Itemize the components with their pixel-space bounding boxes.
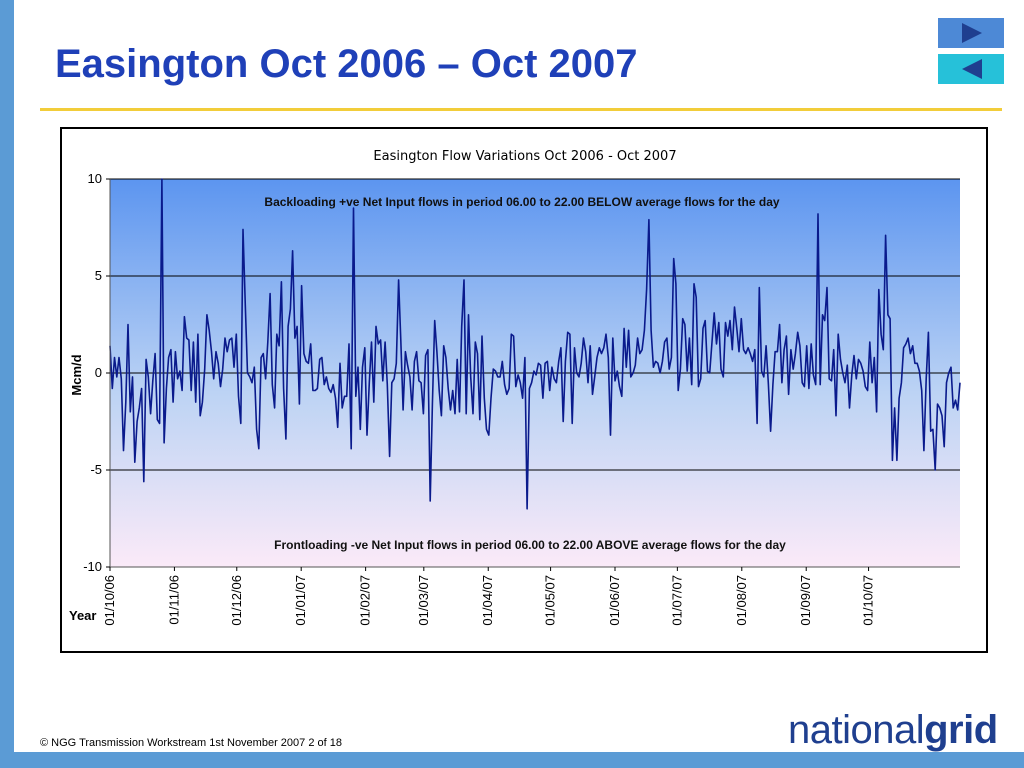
play-right-icon [962,23,982,43]
title-underline [40,108,1002,111]
y-tick-label: 10 [88,171,102,186]
annotation-frontloading: Frontloading -ve Net Input flows in peri… [274,538,786,552]
x-tick-label: 01/12/06 [229,575,244,626]
annotation-backloading: Backloading +ve Net Input flows in perio… [264,195,779,209]
x-tick-label: 01/10/07 [861,575,876,626]
play-left-icon [962,59,982,79]
series-line [109,178,961,510]
x-tick-label: 01/10/06 [102,575,117,626]
x-tick-label: 01/07/07 [669,575,684,626]
x-tick-label: 01/04/07 [480,575,495,626]
x-tick-label: 01/11/06 [166,575,181,625]
x-tick-label: 01/01/07 [293,575,308,626]
chart-frame: Easington Flow Variations Oct 2006 - Oct… [60,127,988,653]
previous-slide-button[interactable] [938,54,1004,84]
slide-footer: © NGG Transmission Workstream 1st Novemb… [40,737,342,749]
left-accent-bar [0,0,14,768]
x-tick-label: 01/09/07 [798,575,813,626]
y-tick-label: 5 [95,268,102,283]
x-tick-label: 01/03/07 [416,575,431,626]
x-tick-label: 01/06/07 [607,575,622,626]
y-tick-label: 0 [95,365,102,380]
y-tick-label: -5 [90,462,102,477]
x-tick-label: 01/05/07 [543,575,558,626]
x-tick-label: 01/02/07 [358,575,373,626]
bottom-accent-bar [0,752,1024,768]
slide-title: Easington Oct 2006 – Oct 2007 [55,42,638,86]
logo-national: national [788,708,925,752]
y-tick-label: -10 [83,559,102,574]
flow-variation-chart: Easington Flow Variations Oct 2006 - Oct… [69,149,961,626]
x-axis-label: Year [69,608,96,623]
logo-grid: grid [924,708,998,752]
y-axis-label: Mcm/d [69,354,84,395]
x-tick-label: 01/08/07 [734,575,749,626]
next-slide-button[interactable] [938,18,1004,48]
national-grid-logo: nationalgrid [788,708,998,753]
chart-title: Easington Flow Variations Oct 2006 - Oct… [373,149,676,164]
